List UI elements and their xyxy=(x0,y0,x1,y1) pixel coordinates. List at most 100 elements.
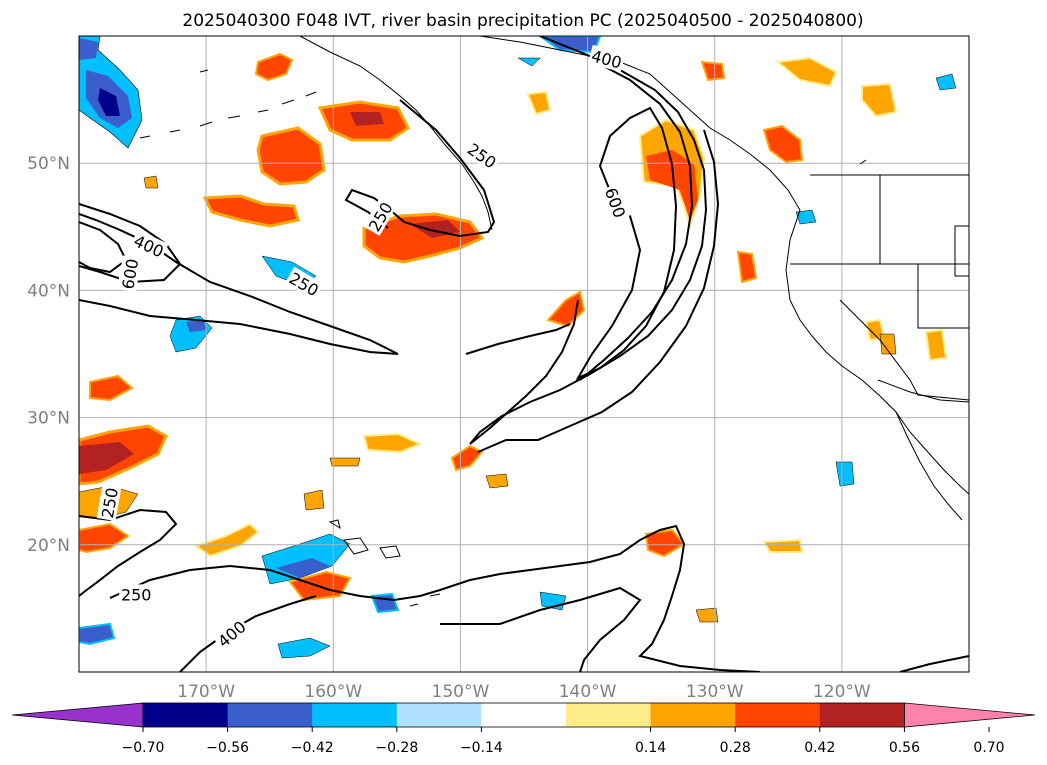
latitude-label: 20°N xyxy=(27,536,70,556)
contour-label: 250 xyxy=(119,584,154,604)
contour-label-background xyxy=(129,229,169,262)
positive-anomaly-area xyxy=(736,250,758,284)
positive-anomaly-area xyxy=(762,124,804,164)
negative-anomaly-area xyxy=(186,320,206,332)
ivt-contour-250-north xyxy=(469,36,708,445)
ivt-contour-250-ar-left xyxy=(465,323,571,355)
positive-anomaly-area xyxy=(256,126,326,186)
colorbar-bin xyxy=(143,703,229,727)
contour-label-background xyxy=(96,484,122,522)
longitude-label: 160°W xyxy=(304,682,362,702)
mexico-border xyxy=(877,379,969,403)
contour-label-background xyxy=(587,44,626,72)
precip-shading xyxy=(79,36,957,659)
ivt-contour-250-south xyxy=(109,524,761,672)
latitude-labels: 50°N 40°N 30°N 20°N xyxy=(27,154,70,556)
contour-label-background xyxy=(119,584,154,604)
colorbar-bin xyxy=(227,703,313,727)
positive-anomaly-area xyxy=(646,150,698,220)
positive-anomaly-area xyxy=(861,82,898,118)
positive-anomaly-area xyxy=(485,473,509,489)
ivt-contour-250-ar-south xyxy=(477,129,720,453)
colorbar-bin xyxy=(735,703,821,727)
ivt-contour-250-alaska xyxy=(344,99,496,238)
positive-anomaly-area xyxy=(879,333,897,355)
contour-label-background xyxy=(462,137,502,173)
colorbar-bin xyxy=(566,703,652,727)
negative-anomaly-area xyxy=(795,209,817,225)
ivt-contour-400-north xyxy=(579,59,694,381)
ivt-contour-600-core xyxy=(575,106,678,381)
colorbar-tick-label: −0.14 xyxy=(460,740,503,756)
latitude-label: 40°N xyxy=(27,281,70,301)
longitude-label: 150°W xyxy=(432,682,490,702)
ivt-contour-250-southeast xyxy=(899,655,969,672)
positive-anomaly-area xyxy=(202,194,300,228)
colorbar-tick-label: −0.42 xyxy=(291,740,334,756)
small-islands xyxy=(199,69,867,607)
positive-anomaly-area xyxy=(254,52,294,82)
latitude-label: 50°N xyxy=(27,154,70,174)
colorbar-bin xyxy=(650,703,736,727)
state-border xyxy=(839,299,969,401)
colorbar-extend-high xyxy=(904,702,1036,728)
positive-anomaly-area xyxy=(89,374,134,402)
colorbar-tick-label: 0.14 xyxy=(635,740,666,756)
map-background xyxy=(79,36,969,672)
colorbar-tick-label: −0.70 xyxy=(122,740,165,756)
longitude-label: 140°W xyxy=(559,682,617,702)
colorbar-bin xyxy=(396,703,482,727)
map-title: 2025040300 F048 IVT, river basin precipi… xyxy=(182,11,863,31)
positive-anomaly-area xyxy=(362,432,423,454)
positive-anomaly-area xyxy=(79,442,134,474)
positive-anomaly-area xyxy=(350,112,384,126)
positive-anomaly-area xyxy=(303,489,325,511)
aleutian-islands xyxy=(139,91,317,139)
contour-label-background xyxy=(284,266,324,301)
negative-anomaly-area xyxy=(98,88,120,116)
positive-anomaly-area xyxy=(193,522,260,558)
negative-anomaly-area xyxy=(261,533,351,585)
colorbar-bin xyxy=(481,703,567,727)
ivt-contour-250-subtropical xyxy=(79,508,178,597)
positive-anomaly-area xyxy=(700,60,726,82)
graticule xyxy=(79,36,969,672)
positive-anomaly-area xyxy=(695,607,719,623)
longitude-label: 120°W xyxy=(813,682,871,702)
colorbar-tick-label: 0.28 xyxy=(720,740,751,756)
negative-anomaly-area xyxy=(79,622,116,646)
contour-label-background xyxy=(363,196,397,236)
colorbar-frame xyxy=(142,702,905,728)
contour-label-background xyxy=(117,255,142,293)
longitude-label: 170°W xyxy=(177,682,235,702)
state-border xyxy=(879,175,969,329)
colorbar-extend-low xyxy=(11,702,144,728)
colorbar-bin xyxy=(312,703,398,727)
contour-label: 400 xyxy=(129,229,169,262)
hawaiian-islands xyxy=(328,519,401,559)
baja-coastline xyxy=(895,411,963,521)
positive-anomaly-area xyxy=(775,56,838,88)
colorbar-tick-label: 0.56 xyxy=(889,740,920,756)
colorbar-tick-label: 0.70 xyxy=(973,740,1004,756)
state-border xyxy=(954,225,969,277)
map-frame xyxy=(78,35,970,673)
contour-label: 600 xyxy=(117,255,142,293)
contour-label-text: 250 xyxy=(121,585,152,604)
us-west-coastline xyxy=(785,209,969,495)
negative-anomaly-area xyxy=(276,558,330,578)
colorbar-tick-label: −0.56 xyxy=(206,740,249,756)
colorbar: −0.70 −0.56 −0.42 −0.28 −0.14 0.14 0.28 0.42 0.5… xyxy=(11,702,1036,756)
contour-label-background xyxy=(601,183,631,222)
longitude-label: 130°W xyxy=(686,682,744,702)
positive-anomaly-area xyxy=(143,175,159,189)
negative-anomaly-area xyxy=(79,38,98,60)
negative-anomaly-area xyxy=(517,57,541,67)
ivt-contour-250-ar-band xyxy=(469,299,579,445)
positive-anomaly-area xyxy=(329,457,361,467)
colorbar-tick-label: 0.42 xyxy=(804,740,835,756)
contour-label-background xyxy=(212,615,251,652)
negative-anomaly-area xyxy=(935,73,957,91)
